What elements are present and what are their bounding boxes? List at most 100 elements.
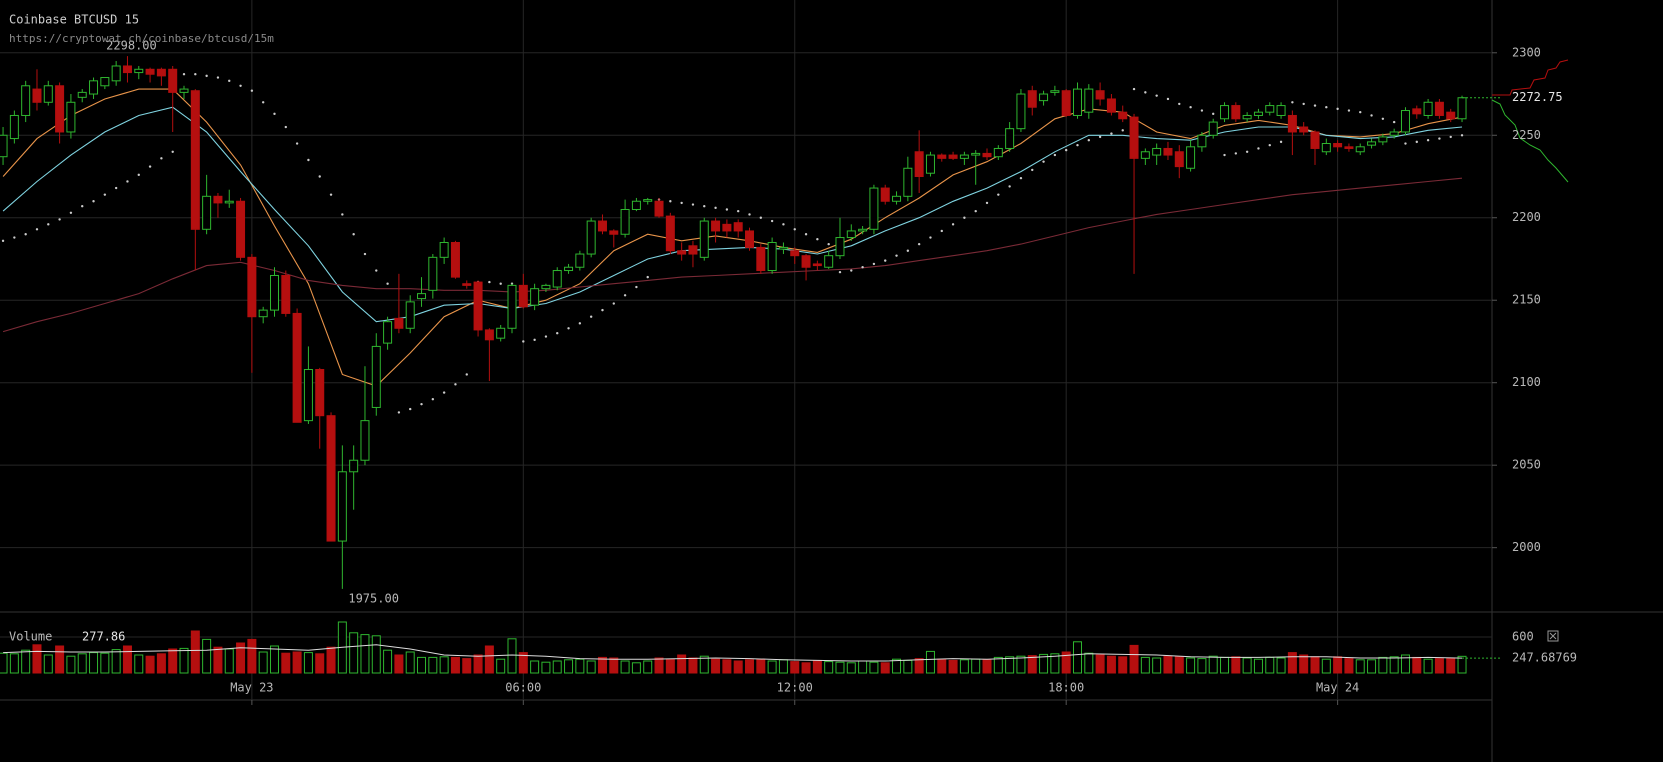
volume-bar [530,660,540,674]
sar-dot [623,294,627,297]
sar-dot [1381,117,1385,120]
sar-dot [963,216,966,219]
candle-body [971,152,981,156]
candle-body [1321,143,1331,153]
x-tick-label: 18:00 [1048,681,1084,695]
sar-dot [205,74,208,78]
last-price-label: 2272.75 [1512,90,1563,104]
candle-body [43,85,53,103]
sar-dot [1042,160,1045,163]
sar-dot [171,150,174,153]
candle-body [643,199,653,202]
candle-body [530,288,540,306]
sar-dot [895,254,898,257]
volume-bar [1321,658,1331,674]
volume-bar [1287,652,1297,674]
candle-body [948,154,958,159]
volume-bar [1186,657,1196,674]
candle-body [179,88,189,93]
close-pane-button[interactable] [1547,630,1559,642]
sar-dot [442,391,446,394]
sar-dot [578,322,582,325]
volume-tick-label: 600 [1512,630,1534,644]
candle-body [337,471,347,542]
sar-dot [974,209,977,213]
volume-bar [32,644,42,674]
sar-dot [680,201,683,205]
volume-bar [858,660,868,674]
candle-body [1186,146,1196,169]
sar-dot [1031,168,1034,172]
candle-body [1231,105,1241,120]
candle-body [620,208,630,235]
volume-bar [168,648,178,674]
candle-body [315,369,325,417]
candle-body [688,245,698,255]
sar-dot [488,280,491,284]
candle-body [134,68,144,74]
sar-dot [182,73,186,76]
sar-dot [997,193,1000,196]
candle-body [1276,105,1286,116]
volume-bar [993,656,1003,674]
volume-bar [575,658,585,674]
sar-dot [103,193,107,196]
volume-bar [213,646,223,674]
candle-body [1016,93,1026,130]
sar-dot [1302,102,1305,106]
sar-dot [1,239,5,243]
sar-dot [1008,185,1011,188]
sar-dot [1076,143,1079,147]
candle-body [1389,131,1399,136]
candle-body [9,114,19,140]
candle-body [371,345,381,408]
volume-bar [552,660,562,674]
sar-dot [1336,107,1339,111]
volume-bar [620,660,630,674]
sar-dot [691,203,695,206]
sar-dot [635,285,638,289]
sar-dot [736,209,740,213]
sar-dot [1426,139,1430,142]
volume-bar [1299,654,1309,674]
volume-ma-label: 247.68769 [1512,651,1577,665]
sar-dot [1019,176,1023,180]
volume-bar [496,658,506,674]
y-tick-label: 2250 [1512,128,1541,142]
sar-dot [397,411,401,414]
sar-dot [1121,129,1124,132]
volume-bar [258,651,268,674]
sar-dot [759,216,763,219]
volume-bar [1220,656,1230,674]
candle-body [1434,101,1444,116]
depth-ask [1492,59,1569,96]
sar-dot [92,200,95,203]
volume-value: 277.86 [82,630,125,644]
volume-bar [937,658,947,674]
volume-bar [428,656,438,674]
sar-dot [1087,139,1091,142]
volume-bar [1310,656,1320,674]
candle-body [564,266,574,272]
sar-dot [1178,102,1181,106]
candle-body [903,167,913,197]
candle-body [1220,105,1230,120]
candle-body [394,317,404,329]
volume-bar [1423,658,1433,674]
volume-bar [134,654,144,674]
volume-bar [1242,657,1252,674]
candle-body [100,77,110,87]
volume-bar [892,658,902,674]
candle-body [32,88,42,103]
sar-dot [1212,112,1215,116]
volume-bar [1344,658,1354,674]
sar-dot [228,79,231,83]
x-tick-label: 06:00 [505,681,541,695]
volume-bar [959,659,969,674]
sar-dot [884,259,887,262]
candle-body [145,68,155,75]
volume-bar [417,656,427,674]
volume-bar [518,652,528,674]
volume-bar [1163,655,1173,674]
sar-dot [465,373,468,376]
